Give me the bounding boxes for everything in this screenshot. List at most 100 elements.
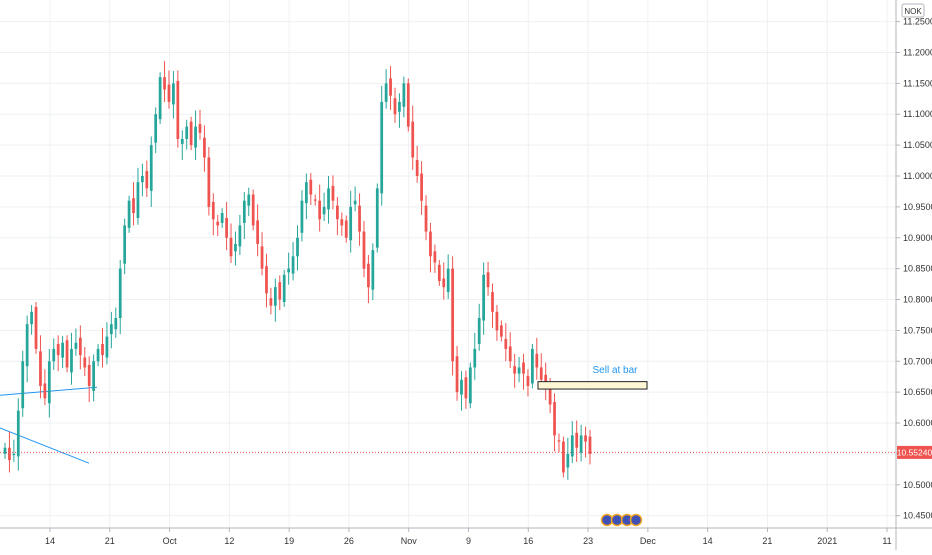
- candle-body: [154, 114, 158, 143]
- candle-body: [247, 194, 251, 206]
- candle-body: [539, 367, 543, 380]
- currency-badge[interactable]: [901, 3, 925, 18]
- candle-body: [70, 348, 73, 373]
- candle-body: [234, 243, 237, 252]
- y-tick-label: 10.70000: [903, 356, 932, 366]
- candle-body: [340, 219, 344, 226]
- candle-body: [65, 340, 69, 368]
- x-tick-label: 11: [882, 536, 891, 546]
- candle-body: [118, 268, 122, 319]
- grid-lines: [0, 0, 896, 528]
- candle-body: [389, 78, 392, 96]
- candle-body: [198, 124, 202, 133]
- y-tick-label: 10.65000: [903, 387, 932, 397]
- candle-body: [114, 318, 118, 330]
- candlestick-series: [3, 61, 592, 480]
- x-tick-label: 23: [583, 536, 593, 546]
- candle-body: [331, 185, 335, 201]
- x-tick-label: 26: [344, 536, 354, 546]
- candle-body: [238, 225, 242, 247]
- candle-body: [486, 272, 490, 288]
- candle-body: [43, 383, 47, 399]
- candle-body: [584, 435, 587, 442]
- candle-body: [180, 138, 184, 144]
- candle-body: [260, 246, 264, 269]
- x-tick-label: 21: [105, 536, 115, 546]
- x-tick-label: 14: [703, 536, 713, 546]
- candle-body: [74, 342, 78, 349]
- candle-body: [96, 348, 100, 362]
- candle-body: [136, 182, 140, 218]
- candle-body: [145, 171, 149, 189]
- candle-body: [575, 432, 579, 448]
- candle-body: [242, 200, 246, 223]
- y-tick-label: 11.20000: [903, 47, 932, 57]
- candle-body: [87, 364, 91, 386]
- annotation-layer: [537, 381, 648, 390]
- event-icons[interactable]: [600, 513, 643, 527]
- candle-body: [362, 231, 366, 269]
- candle-body: [477, 318, 481, 344]
- candle-body: [429, 231, 432, 257]
- x-tick-label: 2021: [817, 536, 837, 546]
- candle-body: [52, 348, 56, 362]
- candle-body: [473, 348, 477, 368]
- candle-body: [402, 83, 406, 107]
- candle-body: [78, 337, 82, 356]
- sell-zone-box[interactable]: [537, 381, 648, 390]
- candle-body: [482, 274, 486, 321]
- candle-body: [433, 251, 437, 263]
- currency-label: NOK: [904, 7, 922, 16]
- candle-body: [570, 435, 574, 457]
- candle-body: [8, 447, 11, 461]
- candle-body: [451, 268, 454, 362]
- candle-body: [56, 343, 60, 356]
- candle-body: [371, 250, 375, 290]
- candle-body: [504, 339, 508, 349]
- candle-body: [442, 278, 446, 288]
- candle-body: [291, 256, 295, 274]
- candle-body: [163, 77, 166, 90]
- candle-body: [522, 362, 525, 374]
- x-tick-label: 21: [762, 536, 772, 546]
- candle-body: [384, 83, 388, 102]
- y-tick-label: 10.85000: [903, 264, 932, 274]
- candle-body: [544, 374, 548, 386]
- candle-body: [562, 441, 565, 473]
- candle-body: [30, 311, 33, 325]
- candle-body: [353, 200, 357, 205]
- candle-body: [517, 367, 521, 374]
- y-tick-label: 10.95000: [903, 202, 932, 212]
- y-tick-label: 11.25000: [903, 17, 932, 27]
- x-tick-label: Nov: [401, 536, 418, 546]
- candle-body: [172, 83, 175, 105]
- candle-body: [313, 199, 317, 201]
- candle-body: [105, 336, 109, 358]
- candle-body: [189, 121, 193, 146]
- candle-body: [349, 206, 353, 241]
- y-tick-label: 10.75000: [903, 325, 932, 335]
- candle-body: [220, 213, 224, 223]
- candle-body: [3, 447, 7, 454]
- candle-body: [508, 346, 512, 362]
- candle-body: [211, 201, 215, 220]
- annotation-text: Sell at bar: [592, 365, 638, 376]
- x-tick-label: 9: [466, 536, 471, 546]
- candle-body: [39, 351, 42, 386]
- candle-body: [344, 220, 348, 238]
- candle-body: [398, 101, 401, 112]
- x-tick-label: Dec: [640, 536, 657, 546]
- candle-body: [322, 206, 326, 215]
- candle-body: [203, 137, 206, 158]
- candle-body: [358, 205, 361, 232]
- y-tick-label: 10.80000: [903, 295, 932, 305]
- candle-body: [557, 440, 561, 442]
- event-icon-4[interactable]: [629, 513, 643, 527]
- candle-body: [216, 221, 220, 226]
- x-tick-label: 16: [523, 536, 533, 546]
- candle-body: [176, 80, 180, 139]
- trend-line[interactable]: [0, 427, 90, 464]
